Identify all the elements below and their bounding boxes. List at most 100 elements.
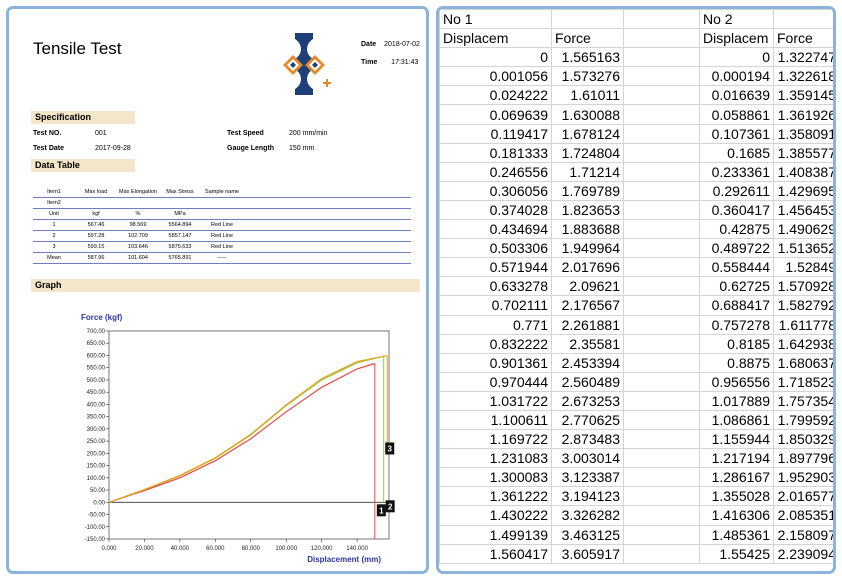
- sheet-cell[interactable]: 1.456453: [773, 199, 833, 221]
- sheet-cell[interactable]: 0.360417: [699, 199, 774, 221]
- sheet-cell[interactable]: 0.374028: [439, 199, 552, 221]
- sheet-cell[interactable]: 1.300083: [439, 467, 552, 488]
- sheet-cell[interactable]: 1.513652: [773, 238, 833, 259]
- sheet-cell[interactable]: [623, 448, 700, 469]
- sheet-cell[interactable]: 1.361222: [439, 486, 552, 507]
- sheet-cell[interactable]: 3.194123: [551, 486, 624, 507]
- sheet-cell[interactable]: 2.176567: [551, 295, 624, 316]
- sheet-cell[interactable]: 1.416306: [699, 505, 774, 526]
- sheet-cell[interactable]: [623, 219, 700, 240]
- sheet-cell[interactable]: 1.231083: [439, 448, 552, 469]
- sheet-cell[interactable]: 0.8185: [699, 333, 774, 354]
- sheet-cell[interactable]: [623, 390, 700, 411]
- sheet-cell[interactable]: [623, 9, 700, 30]
- sheet-cell[interactable]: Displacem: [439, 28, 552, 49]
- sheet-cell[interactable]: [623, 142, 700, 163]
- sheet-cell[interactable]: [623, 295, 700, 316]
- sheet-cell[interactable]: 1.086861: [699, 409, 774, 431]
- sheet-cell[interactable]: [623, 486, 700, 507]
- sheet-cell[interactable]: 1.678124: [551, 123, 624, 144]
- sheet-cell[interactable]: 1.949964: [551, 238, 624, 259]
- sheet-cell[interactable]: 0.702111: [439, 295, 552, 316]
- sheet-cell[interactable]: 1.582792: [773, 295, 833, 316]
- sheet-cell[interactable]: 0.001056: [439, 66, 552, 87]
- sheet-cell[interactable]: 1.490629: [773, 219, 833, 240]
- sheet-cell[interactable]: 0.901361: [439, 352, 552, 373]
- sheet-cell[interactable]: 0.233361: [699, 161, 774, 182]
- sheet-cell[interactable]: 0.292611: [699, 180, 774, 201]
- sheet-cell[interactable]: 0.956556: [699, 371, 774, 392]
- sheet-cell[interactable]: 2.770625: [551, 409, 624, 431]
- sheet-cell[interactable]: 0.058861: [699, 104, 774, 125]
- sheet-cell[interactable]: 1.757354: [773, 390, 833, 411]
- sheet-cell[interactable]: Force: [773, 28, 833, 49]
- sheet-cell[interactable]: [551, 9, 624, 30]
- sheet-cell[interactable]: 1.897796: [773, 448, 833, 469]
- sheet-cell[interactable]: 1.031722: [439, 390, 552, 411]
- sheet-cell[interactable]: 1.718523: [773, 371, 833, 392]
- sheet-cell[interactable]: 2.673253: [551, 390, 624, 411]
- sheet-cell[interactable]: 1.769789: [551, 180, 624, 201]
- sheet-cell[interactable]: 2.261881: [551, 314, 624, 335]
- sheet-cell[interactable]: 1.630088: [551, 104, 624, 125]
- sheet-cell[interactable]: [623, 257, 700, 278]
- sheet-cell[interactable]: 1.429695: [773, 180, 833, 201]
- sheet-cell[interactable]: 0.970444: [439, 371, 552, 392]
- sheet-cell[interactable]: 1.642938: [773, 333, 833, 354]
- sheet-cell[interactable]: [623, 238, 700, 259]
- sheet-cell[interactable]: [623, 161, 700, 182]
- sheet-cell[interactable]: 0.1685: [699, 142, 774, 163]
- sheet-cell[interactable]: 0.42875: [699, 219, 774, 240]
- sheet-cell[interactable]: 1.355028: [699, 486, 774, 507]
- sheet-cell[interactable]: 3.123387: [551, 467, 624, 488]
- sheet-cell[interactable]: [623, 352, 700, 373]
- sheet-cell[interactable]: 2.017696: [551, 257, 624, 278]
- sheet-cell[interactable]: 3.003014: [551, 448, 624, 469]
- sheet-cell[interactable]: 1.322618: [773, 66, 833, 87]
- sheet-cell[interactable]: [623, 409, 700, 431]
- sheet-cell[interactable]: [623, 314, 700, 335]
- sheet-cell[interactable]: 1.100611: [439, 409, 552, 431]
- sheet-cell[interactable]: Force: [551, 28, 624, 49]
- sheet-cell[interactable]: 1.952903: [773, 467, 833, 488]
- sheet-cell[interactable]: 1.55425: [699, 543, 774, 564]
- sheet-cell[interactable]: 1.724804: [551, 142, 624, 163]
- sheet-cell[interactable]: [773, 9, 833, 30]
- sheet-cell[interactable]: 1.850329: [773, 429, 833, 450]
- sheet-cell[interactable]: 1.883688: [551, 219, 624, 240]
- sheet-cell[interactable]: 0.107361: [699, 123, 774, 144]
- sheet-cell[interactable]: 1.358091: [773, 123, 833, 144]
- sheet-cell[interactable]: 0.503306: [439, 238, 552, 259]
- sheet-cell[interactable]: No 1: [439, 9, 552, 30]
- sheet-cell[interactable]: 0: [699, 47, 774, 68]
- sheet-cell[interactable]: 0: [439, 47, 552, 68]
- sheet-cell[interactable]: 1.155944: [699, 429, 774, 450]
- sheet-cell[interactable]: 0.633278: [439, 276, 552, 297]
- sheet-cell[interactable]: 0.246556: [439, 161, 552, 182]
- sheet-cell[interactable]: 1.565163: [551, 47, 624, 68]
- sheet-cell[interactable]: [623, 104, 700, 125]
- sheet-cell[interactable]: [623, 47, 700, 68]
- sheet-cell[interactable]: 1.560417: [439, 543, 552, 564]
- sheet-cell[interactable]: 0.558444: [699, 257, 774, 278]
- sheet-cell[interactable]: [623, 85, 700, 106]
- sheet-cell[interactable]: 1.570928: [773, 276, 833, 297]
- sheet-cell[interactable]: 1.385577: [773, 142, 833, 163]
- sheet-cell[interactable]: 1.361926: [773, 104, 833, 125]
- sheet-cell[interactable]: [623, 429, 700, 450]
- sheet-cell[interactable]: 2.09621: [551, 276, 624, 297]
- sheet-cell[interactable]: 1.322747: [773, 47, 833, 68]
- sheet-cell[interactable]: 1.217194: [699, 448, 774, 469]
- sheet-cell[interactable]: [623, 66, 700, 87]
- sheet-cell[interactable]: [623, 524, 700, 545]
- sheet-cell[interactable]: 0.832222: [439, 333, 552, 354]
- sheet-cell[interactable]: 0.306056: [439, 180, 552, 201]
- sheet-cell[interactable]: 3.463125: [551, 524, 624, 545]
- sheet-cell[interactable]: 0.62725: [699, 276, 774, 297]
- sheet-cell[interactable]: 1.61011: [551, 85, 624, 106]
- sheet-cell[interactable]: 2.560489: [551, 371, 624, 392]
- sheet-cell[interactable]: 0.181333: [439, 142, 552, 163]
- sheet-cell[interactable]: [623, 276, 700, 297]
- sheet-cell[interactable]: 1.573276: [551, 66, 624, 87]
- sheet-cell[interactable]: 1.359145: [773, 85, 833, 106]
